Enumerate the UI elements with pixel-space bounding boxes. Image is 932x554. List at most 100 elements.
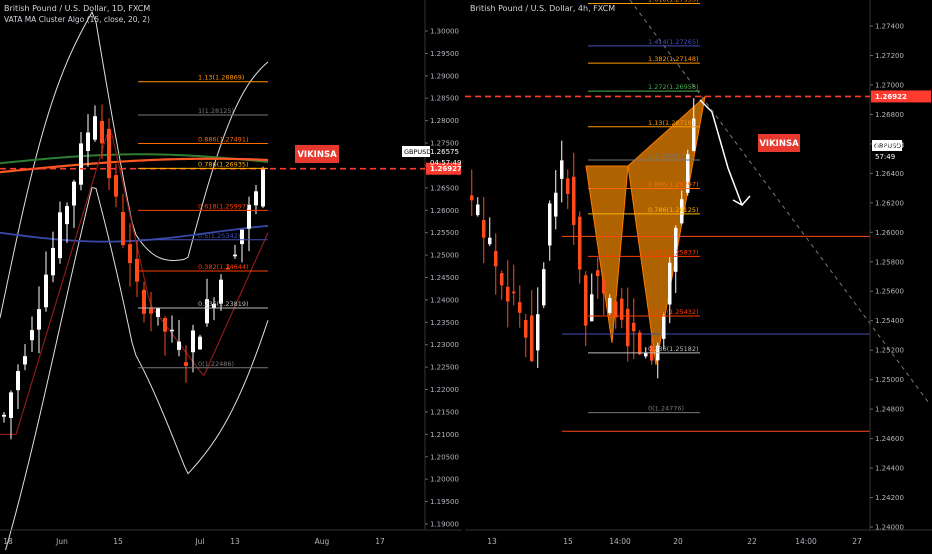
price-tick-label: 1.24500 (430, 274, 459, 282)
candle-body (44, 274, 48, 308)
price-tick-label: 1.30000 (430, 28, 459, 36)
fib-level-label: 0.382(1.25432) (648, 308, 699, 316)
fib-level-label: 1.414(1.27265) (648, 38, 699, 46)
candle-body (614, 301, 618, 318)
price-tick-label: 1.27000 (875, 81, 904, 89)
candle-body (72, 181, 76, 206)
price-tick-label: 1.28500 (430, 95, 459, 103)
fib-level-label: 1(1.28125) (198, 107, 234, 115)
candle-body (572, 176, 576, 225)
candle-body (30, 330, 34, 341)
time-tick-label: 18 (3, 537, 13, 546)
watermark-text: VIKINSA (759, 139, 799, 149)
candle-body (554, 192, 558, 217)
time-tick-label: 13 (230, 537, 240, 546)
candle-body (596, 270, 600, 277)
candle-body (156, 308, 160, 317)
candle-body (9, 392, 13, 418)
price-tick-label: 1.22000 (430, 386, 459, 394)
price-tick-label: 1.26400 (875, 170, 904, 178)
price-tick-label: 1.27200 (875, 52, 904, 60)
projection-arrow (699, 99, 743, 206)
price-tick-label: 1.22500 (430, 364, 459, 372)
fib-level-label: 0(1.22486) (198, 360, 234, 368)
price-tick-label: 1.24600 (875, 435, 904, 443)
price-tick-label: 1.29000 (430, 72, 459, 80)
fib-level-label: 0.786(1.26935) (198, 160, 249, 168)
candle-body (632, 322, 636, 332)
price-tick-label: 1.21500 (430, 408, 459, 416)
price-tick-label: 1.25400 (875, 317, 904, 325)
candle-body (51, 247, 55, 276)
bollinger-lower-band (3, 186, 269, 554)
candle-body (560, 160, 564, 179)
candle-body (608, 298, 612, 313)
candle-body (240, 229, 244, 245)
candle-body (524, 319, 528, 338)
indicator-legend: VATA MA Cluster Algo (15, close, 20, 2) (4, 15, 150, 24)
candle-body (142, 289, 146, 314)
ma-cluster-orange (0, 157, 269, 174)
resistance-price-label: 1.26927 (430, 165, 462, 173)
symbol-tag (872, 140, 902, 151)
candle-body (674, 227, 678, 272)
price-tick-label: 1.25000 (430, 252, 459, 260)
fib-level-label: 0(1.24776) (648, 405, 684, 413)
candle-body (100, 120, 104, 144)
candle-body (65, 206, 69, 225)
candle-body (686, 154, 690, 193)
candle-body (584, 275, 588, 326)
time-tick-label: 13 (487, 537, 497, 546)
bar-countdown: 04:57:49 (430, 159, 461, 167)
price-tick-label: 1.19500 (430, 498, 459, 506)
candle-body (226, 267, 230, 270)
candle-body (500, 273, 504, 286)
fib-level-label: 0.236(1.25182) (648, 345, 699, 353)
ma-fast-red (0, 130, 269, 435)
candle-body (620, 298, 624, 320)
symbol-label: GBPUSD (874, 142, 901, 150)
candle-body (205, 299, 209, 324)
time-tick-label: 27 (852, 537, 862, 546)
candle-body (114, 175, 118, 197)
watermark-text: VIKINSA (297, 150, 337, 160)
price-tick-label: 1.26000 (875, 229, 904, 237)
resistance-price-label: 1.26922 (875, 93, 907, 101)
price-tick-label: 1.23000 (430, 341, 459, 349)
candle-body (93, 116, 97, 140)
candle-body (177, 341, 181, 350)
candle-body (644, 352, 648, 357)
fib-level-label: 1.13(1.26716) (648, 119, 694, 127)
candle-body (692, 118, 696, 151)
price-tick-label: 1.20000 (430, 476, 459, 484)
daily-chart-pane[interactable]: 1.19000 1.19500 1.20000 1.20500 1.21000 1.215… (0, 0, 462, 554)
candle-body (668, 262, 672, 305)
fib-level-label: 0.786(1.26125) (648, 206, 699, 214)
fib-level-label: 0.618(1.25837) (648, 248, 699, 256)
price-tick-label: 1.24000 (430, 296, 459, 304)
symbol-label: GBPUSD (404, 148, 431, 156)
bollinger-upper-band (0, 11, 269, 318)
candle-body (86, 132, 90, 151)
price-tick-label: 1.24200 (875, 494, 904, 502)
time-tick-label: 14:00 (609, 537, 631, 546)
candle-body (518, 302, 522, 313)
candle-body (135, 258, 139, 282)
candle-body (512, 291, 516, 294)
fib-level-label: 1.382(1.27148) (648, 55, 699, 63)
candle-body (16, 371, 20, 391)
candle-body (79, 143, 83, 185)
daily-chart-title: British Pound / U.S. Dollar, 1D, FXCM (4, 4, 150, 13)
watermark-box (295, 145, 339, 163)
candle-body (37, 309, 41, 330)
time-tick-label: 22 (747, 537, 757, 546)
candle-body (530, 315, 534, 362)
four-hour-chart-pane[interactable]: 1.24000 1.24200 1.24400 1.24600 1.24800 1.250… (465, 0, 932, 546)
candle-body (536, 314, 540, 351)
candle-body (128, 244, 132, 264)
price-tick-label: 1.24000 (875, 524, 904, 532)
candle-body (212, 304, 216, 309)
time-tick-label: Jun (55, 537, 68, 546)
candle-body (107, 128, 111, 179)
